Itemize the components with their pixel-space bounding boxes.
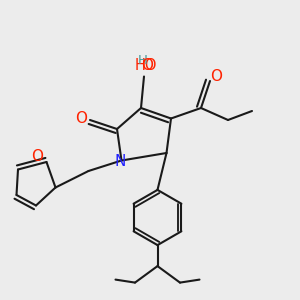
Text: H: H (138, 53, 147, 67)
Text: N: N (114, 154, 126, 169)
Text: O: O (141, 58, 153, 73)
Text: HO: HO (134, 58, 157, 73)
Text: O: O (210, 69, 222, 84)
Text: O: O (32, 149, 44, 164)
Text: O: O (76, 111, 88, 126)
